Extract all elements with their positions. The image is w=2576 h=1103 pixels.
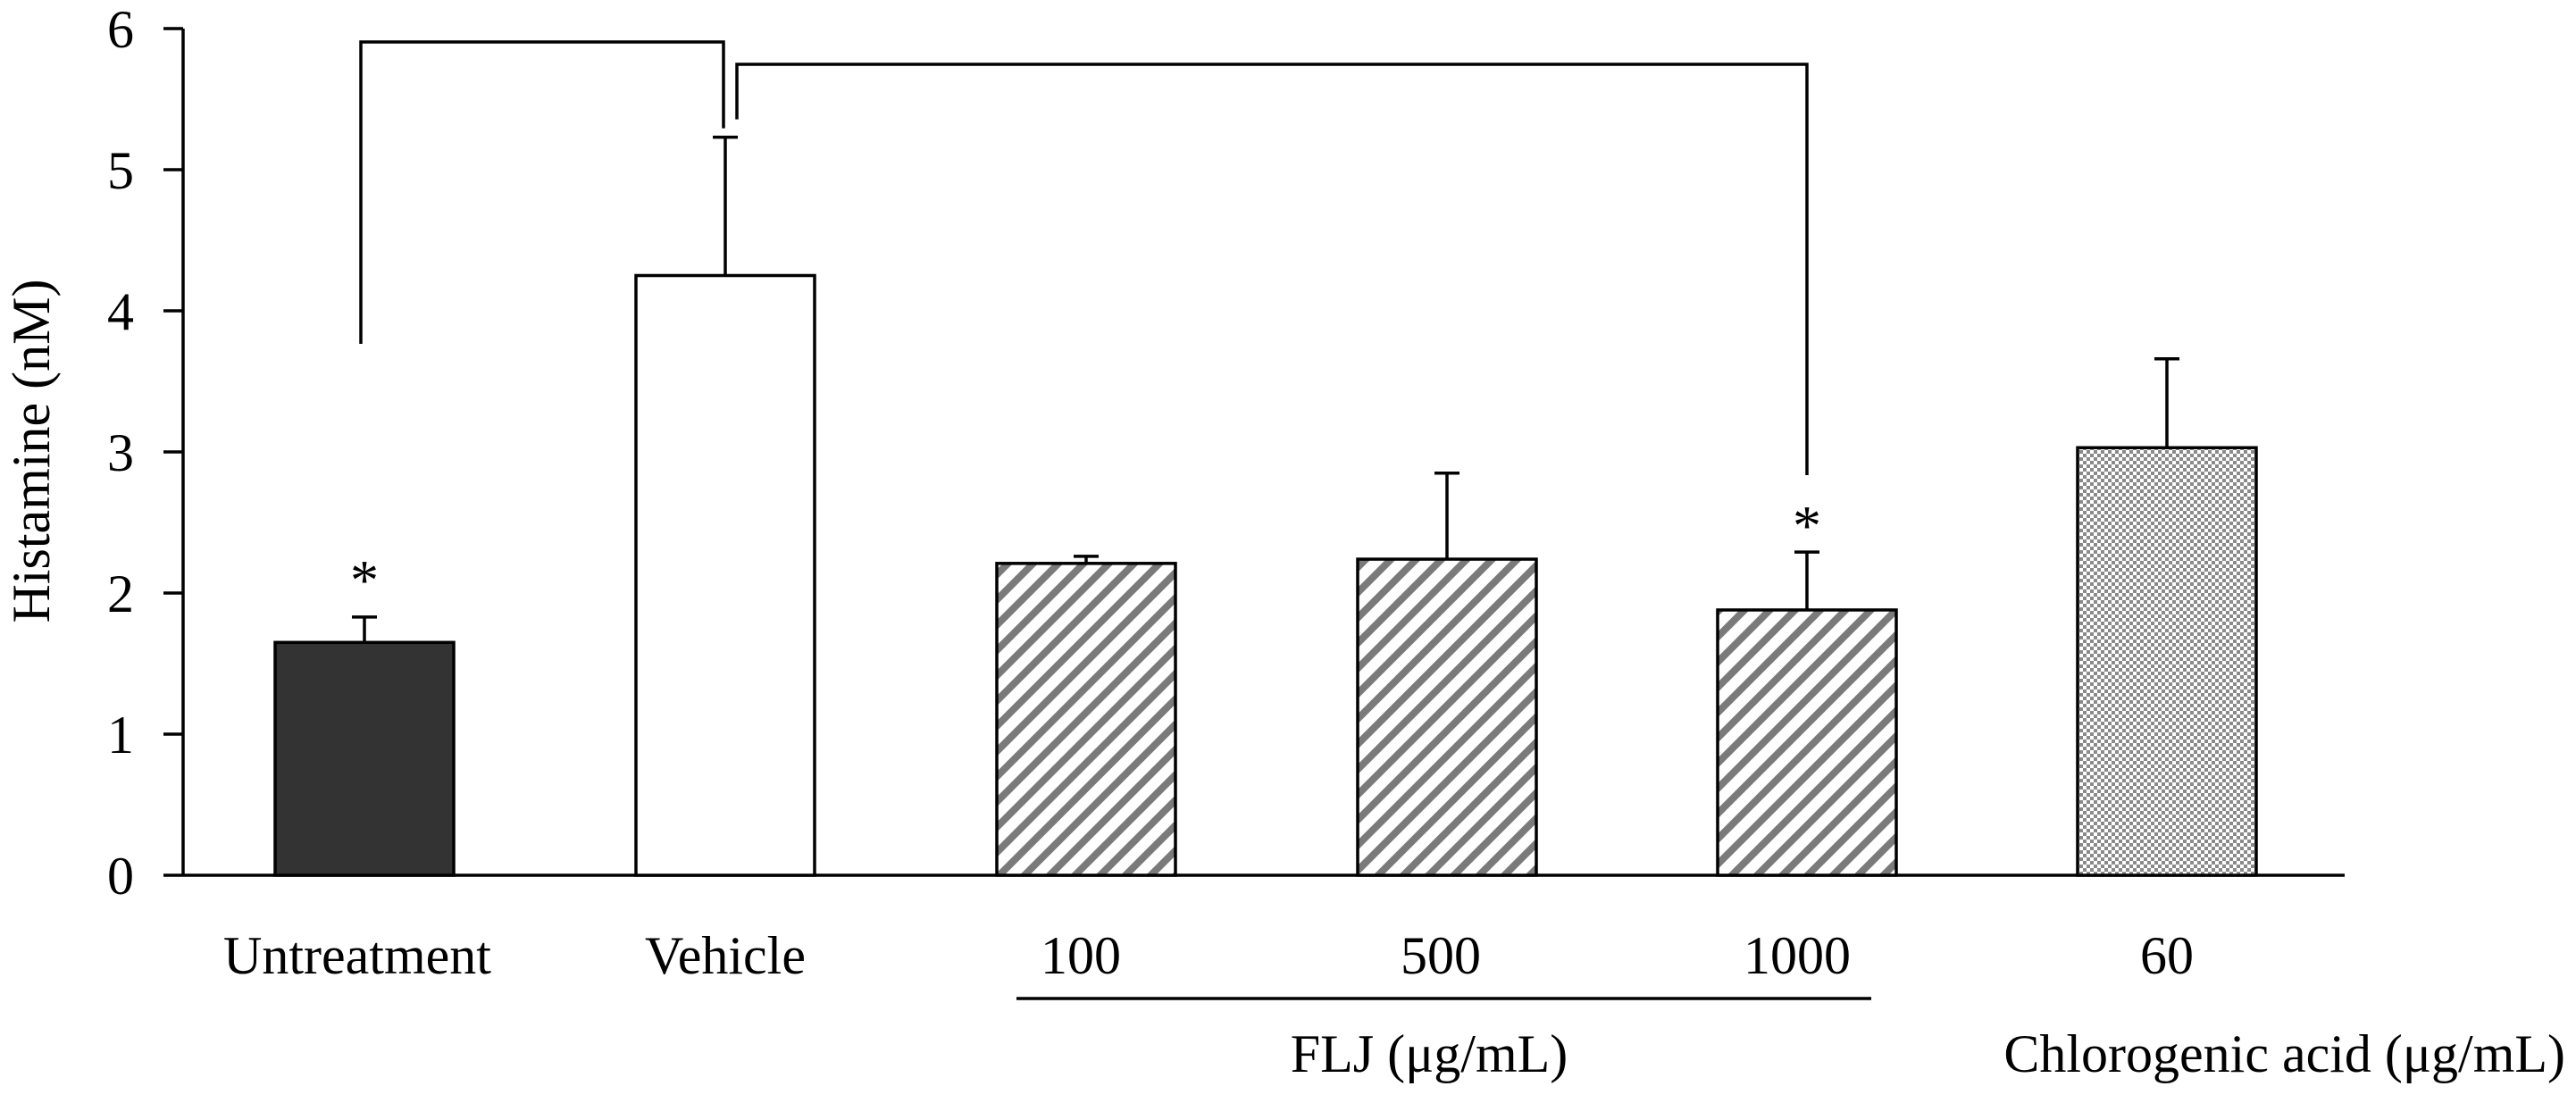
category-label-1000: 1000 — [1744, 926, 1851, 985]
group-label-flj: FLJ (μg/mL) — [1291, 1024, 1568, 1083]
category-label-untreatment: Untreatment — [223, 926, 491, 985]
y-axis: 0 1 2 3 4 5 6 — [107, 0, 185, 906]
group-labels: FLJ (μg/mL) Chlorogenic acid (μg/mL) — [1016, 997, 2565, 1083]
y-axis-title: Histamine (nM) — [2, 280, 61, 623]
y-tick-label-6: 6 — [107, 0, 134, 59]
bar-60 — [2076, 446, 2258, 877]
bar-vehicle — [634, 273, 816, 877]
y-tick-label-5: 5 — [107, 141, 134, 200]
significance-untreatment: * — [350, 548, 379, 612]
category-label-vehicle: Vehicle — [645, 926, 806, 985]
bracket-vehicle-1000 — [735, 63, 1809, 475]
bar-100 — [995, 562, 1177, 877]
bar-untreatment — [273, 640, 456, 877]
bar-500 — [1356, 557, 1538, 877]
comparison-brackets — [359, 40, 1809, 475]
category-labels: Untreatment Vehicle 100 500 1000 60 — [223, 926, 2194, 985]
bar-1000 — [1716, 608, 1898, 877]
error-bars — [352, 135, 2179, 643]
category-label-500: 500 — [1401, 926, 1481, 985]
group-label-chlorogenic-acid: Chlorogenic acid (μg/mL) — [2003, 1024, 2565, 1083]
y-tick-label-4: 4 — [107, 282, 134, 341]
category-label-60: 60 — [2140, 926, 2194, 985]
y-tick-label-1: 1 — [107, 706, 134, 765]
y-tick-label-0: 0 — [107, 847, 134, 906]
significance-1000: * — [1793, 494, 1821, 557]
significance-marks: ** — [350, 494, 1821, 612]
y-tick-label-3: 3 — [107, 423, 134, 482]
bracket-untreatment-vehicle — [359, 40, 725, 344]
y-tick-label-2: 2 — [107, 564, 134, 623]
category-label-100: 100 — [1041, 926, 1121, 985]
bars — [273, 273, 2258, 877]
